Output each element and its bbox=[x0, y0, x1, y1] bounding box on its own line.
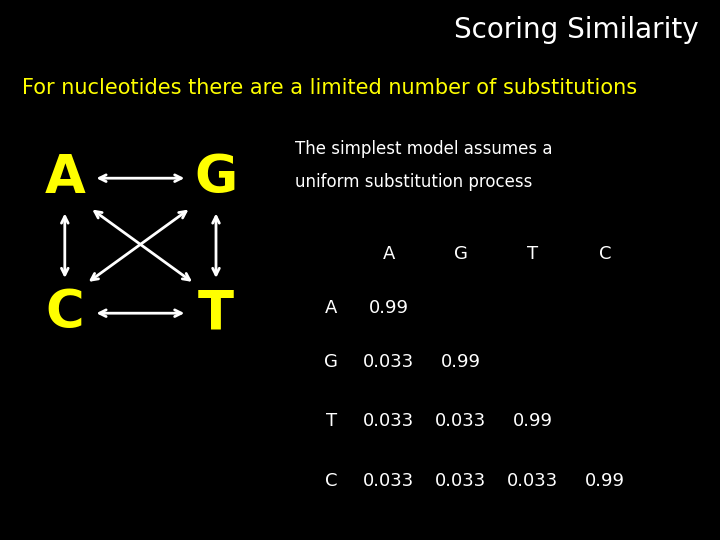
Text: A: A bbox=[45, 152, 85, 204]
Text: For nucleotides there are a limited number of substitutions: For nucleotides there are a limited numb… bbox=[22, 78, 636, 98]
Text: 0.99: 0.99 bbox=[585, 471, 625, 490]
Text: T: T bbox=[198, 287, 234, 339]
Text: C: C bbox=[598, 245, 611, 263]
Text: 0.033: 0.033 bbox=[435, 412, 487, 430]
Text: 0.99: 0.99 bbox=[513, 412, 553, 430]
Text: 0.033: 0.033 bbox=[435, 471, 487, 490]
Text: 0.99: 0.99 bbox=[369, 299, 409, 317]
Text: A: A bbox=[382, 245, 395, 263]
Text: C: C bbox=[325, 471, 338, 490]
Text: 0.033: 0.033 bbox=[363, 412, 415, 430]
Text: G: G bbox=[324, 353, 338, 371]
Text: Scoring Similarity: Scoring Similarity bbox=[454, 16, 698, 44]
Text: G: G bbox=[194, 152, 238, 204]
Text: C: C bbox=[45, 287, 84, 339]
Text: A: A bbox=[325, 299, 338, 317]
Text: 0.99: 0.99 bbox=[441, 353, 481, 371]
Text: G: G bbox=[454, 245, 468, 263]
Text: 0.033: 0.033 bbox=[507, 471, 559, 490]
Text: 0.033: 0.033 bbox=[363, 471, 415, 490]
Text: T: T bbox=[527, 245, 539, 263]
Text: 0.033: 0.033 bbox=[363, 353, 415, 371]
Text: The simplest model assumes a: The simplest model assumes a bbox=[295, 140, 553, 158]
Text: T: T bbox=[325, 412, 337, 430]
Text: uniform substitution process: uniform substitution process bbox=[295, 173, 533, 191]
